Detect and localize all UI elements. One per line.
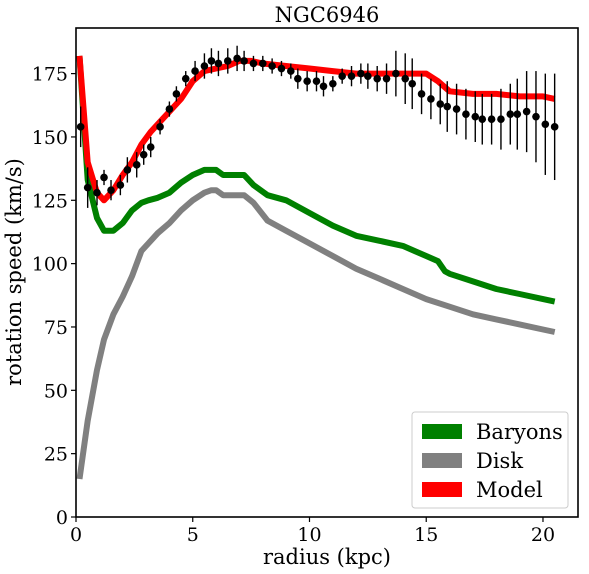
- data-point: [319, 82, 328, 91]
- data-point: [240, 57, 248, 65]
- data-point: [294, 74, 302, 83]
- data-point: [497, 115, 505, 124]
- data-point: [214, 59, 223, 68]
- x-tick-label: 15: [414, 524, 438, 546]
- data-point: [408, 79, 417, 88]
- y-tick-label: 75: [44, 317, 68, 339]
- y-axis-title: rotation speed (km/s): [2, 158, 26, 386]
- data-point: [207, 57, 216, 65]
- data-point: [93, 188, 101, 197]
- data-point: [532, 112, 540, 121]
- data-point: [233, 54, 241, 63]
- x-axis-title: radius (kpc): [263, 545, 391, 569]
- data-point: [478, 115, 487, 124]
- data-point: [487, 115, 496, 124]
- plot-frame: [75, 27, 579, 518]
- x-tick-label: 0: [70, 524, 82, 546]
- data-point: [200, 62, 209, 70]
- data-point: [471, 112, 480, 121]
- data-point: [506, 110, 515, 118]
- series-line-disk: [76, 187, 556, 480]
- y-tick-label: 25: [44, 444, 68, 466]
- y-tick-label: 50: [44, 380, 68, 402]
- legend-label-disk: Disk: [476, 449, 523, 473]
- data-point: [223, 57, 232, 65]
- data-point: [347, 72, 356, 80]
- data-point: [287, 67, 295, 75]
- y-tick-label: 150: [32, 127, 68, 149]
- data-point: [338, 72, 346, 80]
- data-point: [268, 62, 276, 70]
- data-point: [462, 110, 470, 118]
- data-point: [312, 77, 321, 86]
- data-point: [139, 150, 148, 159]
- data-point: [277, 64, 286, 73]
- data-point: [427, 95, 435, 103]
- data-point: [172, 90, 181, 98]
- legend-swatch-baryons: [422, 424, 462, 439]
- y-tick-label: 125: [32, 190, 68, 212]
- legend-label-model: Model: [476, 478, 543, 502]
- legend-swatch-model: [422, 482, 462, 497]
- series-line-baryons: [76, 55, 556, 305]
- data-point: [107, 186, 115, 194]
- data-point: [165, 105, 174, 113]
- data-point: [443, 102, 452, 111]
- data-point: [132, 161, 141, 169]
- data-point: [392, 69, 400, 78]
- data-point: [513, 110, 522, 118]
- ticks-layer: 0 5 10 15 20 0 25 50 75 100 125 150 175: [32, 64, 555, 546]
- x-tick-label: 20: [531, 524, 555, 546]
- data-point: [417, 90, 426, 98]
- data-point: [522, 107, 531, 116]
- data-point: [550, 123, 559, 131]
- data-point: [373, 74, 382, 83]
- x-tick-label: 5: [187, 524, 199, 546]
- data-point: [156, 123, 164, 131]
- data-point: [329, 79, 337, 88]
- data-point: [76, 123, 85, 131]
- x-tick-label: 10: [297, 524, 321, 546]
- data-point: [100, 173, 108, 182]
- data-point: [357, 69, 365, 78]
- data-point: [401, 74, 410, 83]
- data-point: [146, 143, 155, 151]
- data-point: [364, 72, 372, 80]
- legend-label-baryons: Baryons: [476, 420, 563, 444]
- legend: Baryons Disk Model: [411, 411, 569, 509]
- y-tick-label: 175: [32, 64, 68, 86]
- y-tick-label: 100: [32, 254, 68, 276]
- data-point: [382, 74, 391, 83]
- data-point: [303, 77, 311, 86]
- data-point: [436, 100, 445, 108]
- y-tick-label: 0: [56, 507, 68, 529]
- data-point: [116, 181, 125, 189]
- data-point: [191, 67, 199, 75]
- observed-points-layer: [76, 45, 559, 208]
- chart-title: NGC6946: [275, 3, 380, 27]
- legend-swatch-disk: [422, 453, 462, 468]
- data-point: [541, 120, 550, 129]
- data-point: [181, 74, 190, 83]
- data-point: [452, 105, 461, 113]
- data-point: [123, 166, 132, 174]
- data-point: [83, 183, 92, 192]
- data-point: [249, 59, 258, 68]
- data-point: [258, 59, 267, 68]
